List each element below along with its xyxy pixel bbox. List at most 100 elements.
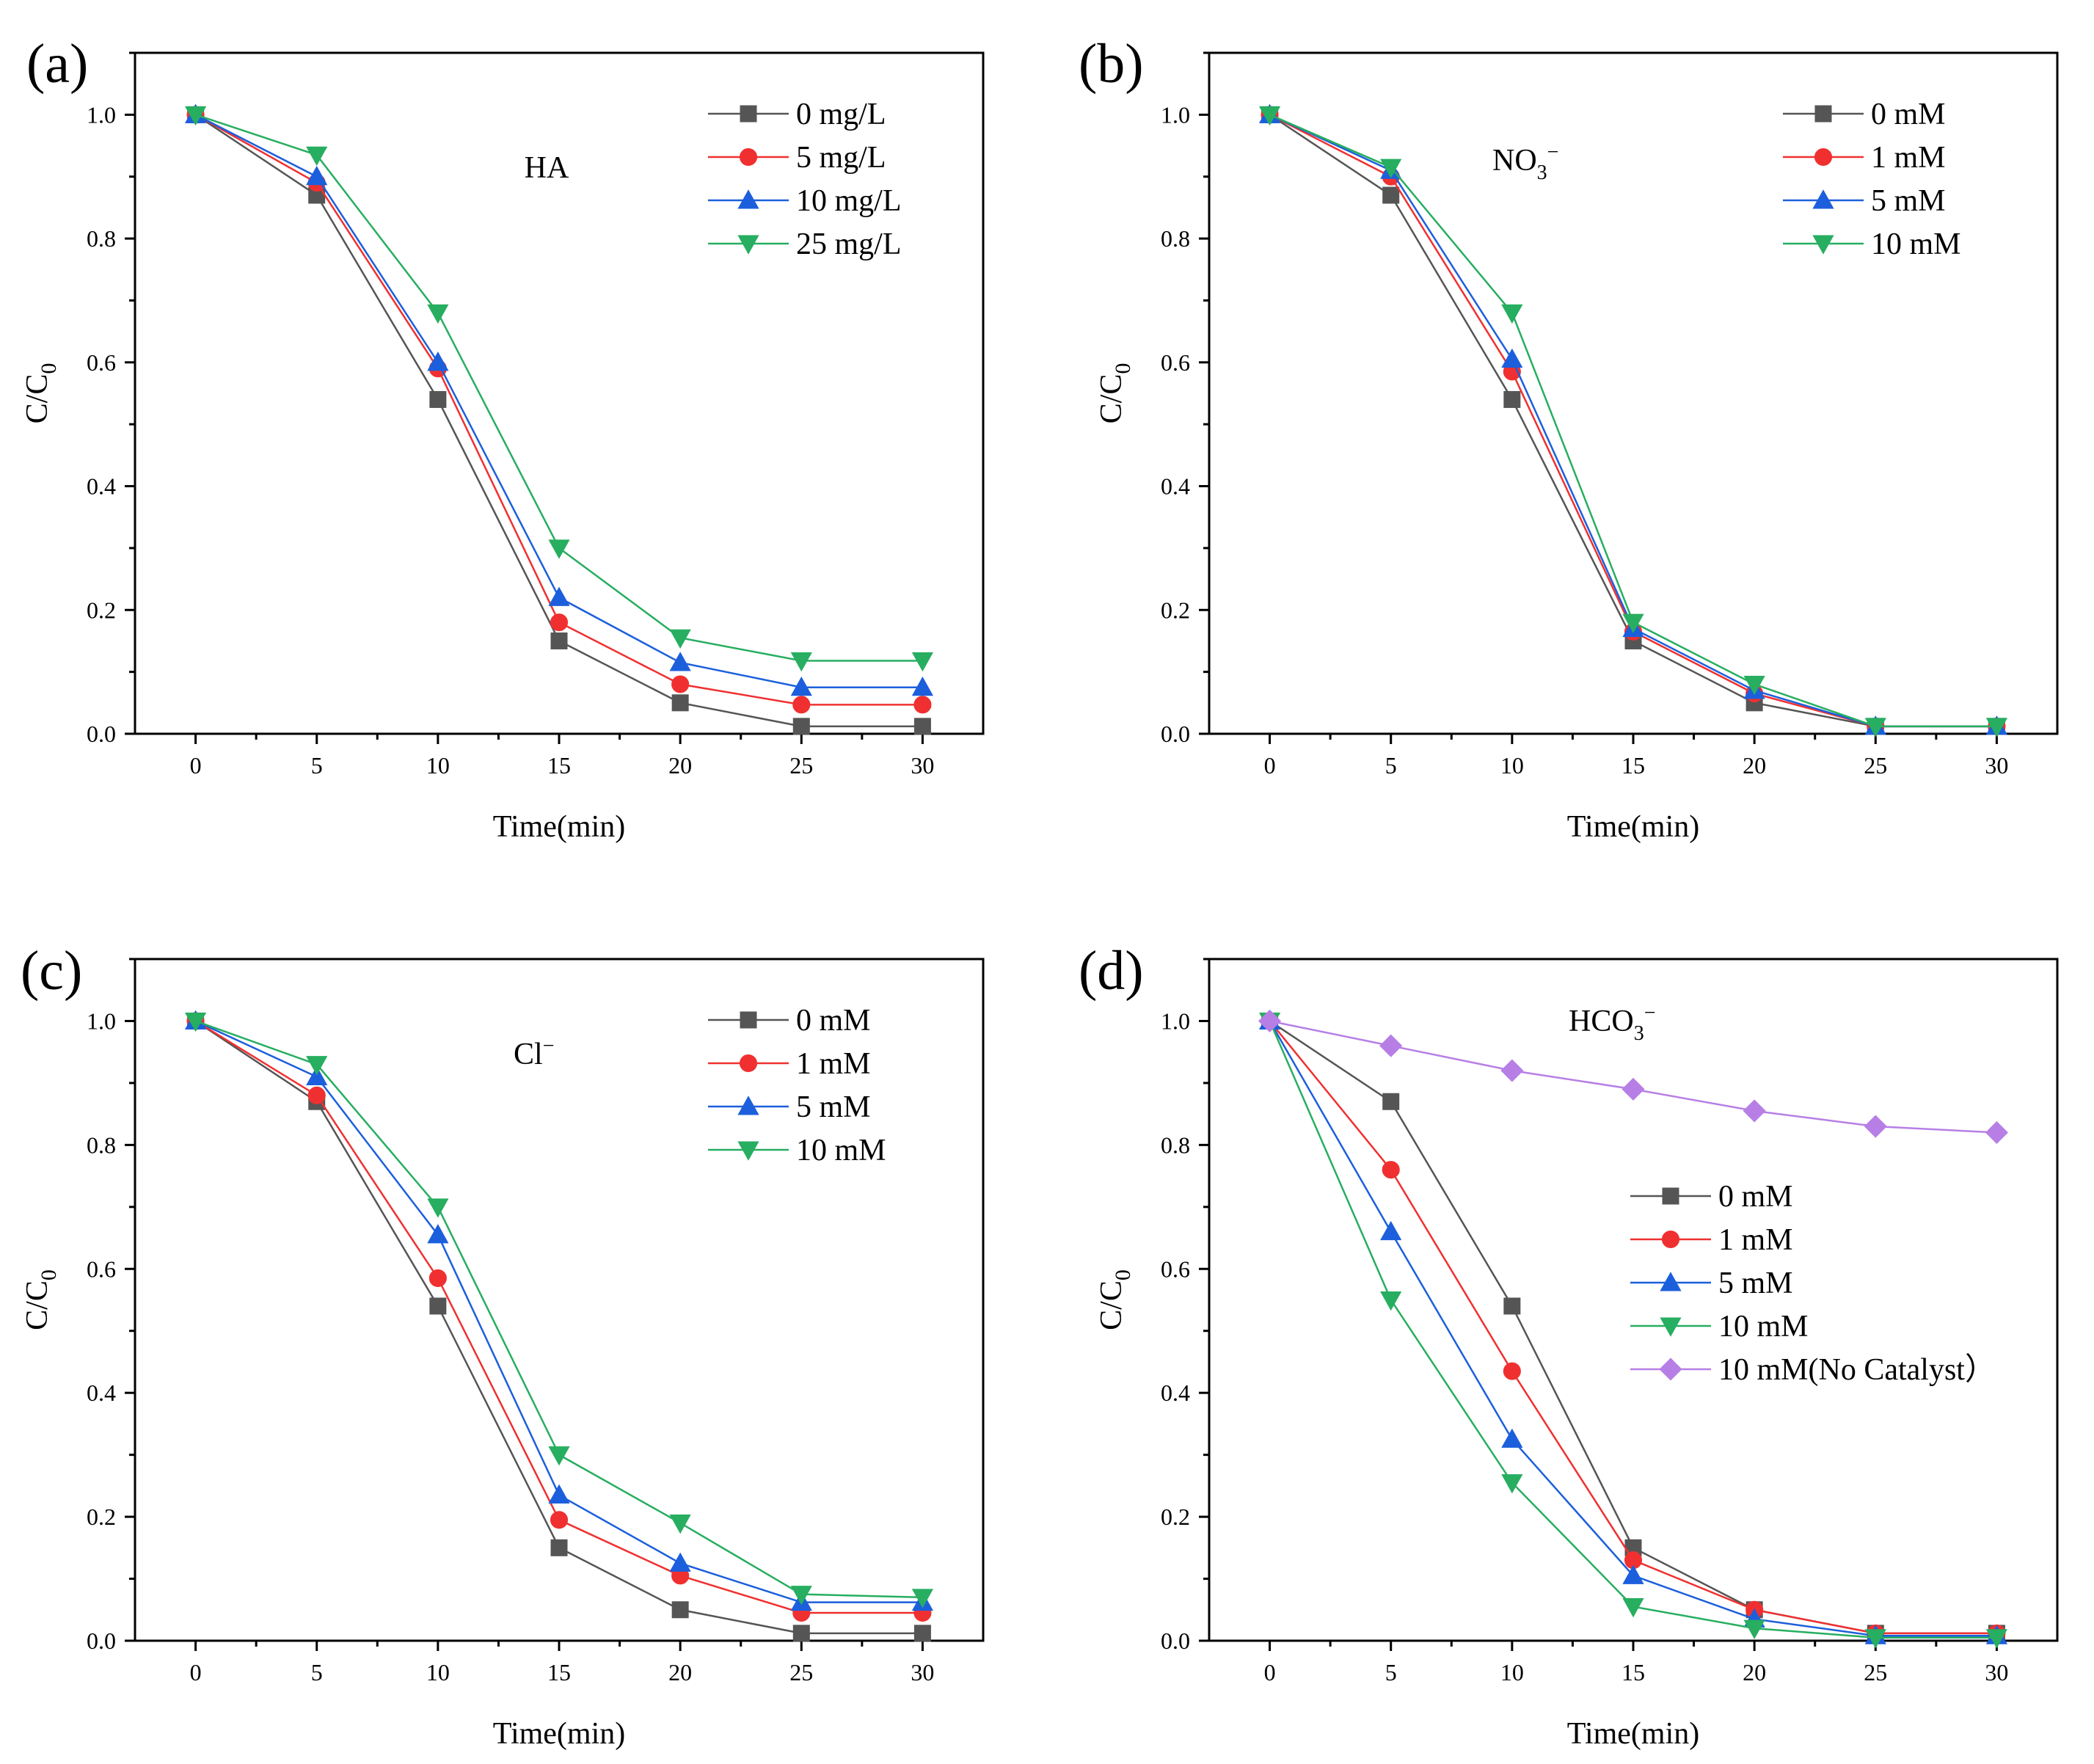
data-point xyxy=(671,1601,689,1619)
legend-label: 0 mM xyxy=(1871,98,1946,131)
data-point xyxy=(1382,1093,1400,1110)
series-0 xyxy=(1261,1012,2005,1642)
data-point xyxy=(1985,1629,2008,1649)
data-point xyxy=(1985,1120,2008,1145)
data-point xyxy=(913,696,932,714)
legend-marker xyxy=(1814,105,1832,123)
x-tick-label: 20 xyxy=(668,1659,692,1685)
data-point xyxy=(1622,1598,1644,1618)
data-point xyxy=(1501,1474,1523,1494)
y-tick-label: 0.2 xyxy=(1161,1504,1190,1530)
y-tick-label: 1.0 xyxy=(87,101,116,128)
legend-marker xyxy=(737,1096,759,1115)
data-point xyxy=(306,146,328,166)
legend-marker xyxy=(1660,1272,1682,1291)
annotation-main: HCO xyxy=(1569,1005,1634,1038)
annotation-subscript: 3 xyxy=(1537,161,1547,184)
legend-entry: 0 mM xyxy=(1783,98,1946,131)
data-point xyxy=(1500,1059,1524,1082)
series-3 xyxy=(1258,1012,2008,1649)
x-tick-label: 0 xyxy=(1264,1659,1276,1685)
panel-label: (d) xyxy=(1079,940,1144,1002)
chart-panel-c: 0 5 10 15 20 25 30 0.0 0.2 0.4 0.6 0.8 1.0 Time(min) C… xyxy=(21,940,985,1751)
annotation-superscript: − xyxy=(1644,1002,1656,1024)
chart-panel-b: 0 5 10 15 20 25 300.00.20.40.60.81.0Time(min)C… xyxy=(1079,33,2059,844)
annotation-main: NO xyxy=(1492,144,1537,178)
y-tick-label: 0.0 xyxy=(87,1628,116,1654)
x-tick-label: 5 xyxy=(311,1659,323,1685)
legend-label: 10 mM(No Catalyst） xyxy=(1718,1353,1996,1387)
series-2 xyxy=(184,103,934,696)
legend-label: 0 mM xyxy=(1718,1180,1793,1214)
x-tick-label: 15 xyxy=(547,752,571,779)
annotation-main: Cl xyxy=(514,1038,543,1071)
x-tick-label: 5 xyxy=(1385,1659,1397,1685)
y-tick-label: 0.4 xyxy=(1161,473,1190,500)
chart-panel-d: 0 5 10 15 20 25 300.00.20.40.60.81.0Time(min)C… xyxy=(1079,940,2059,1751)
y-axis-title: C/C0 xyxy=(21,363,61,424)
legend-label: 5 mM xyxy=(796,1090,871,1124)
data-point xyxy=(1382,1161,1400,1179)
x-tick-label: 0 xyxy=(1264,752,1276,779)
x-tick-label: 15 xyxy=(1621,1659,1645,1685)
y-tick-label: 0.4 xyxy=(1161,1380,1190,1406)
annotation-subscript: 3 xyxy=(1634,1022,1644,1045)
x-axis-title: Time(min) xyxy=(493,1717,625,1751)
data-point xyxy=(1503,390,1521,408)
y-tick-label: 1.0 xyxy=(1161,1007,1190,1034)
legend-marker xyxy=(1660,1317,1682,1337)
series-3 xyxy=(184,1012,934,1608)
data-point xyxy=(911,1589,934,1608)
legend-label: 5 mM xyxy=(1871,184,1946,218)
data-point xyxy=(429,390,447,408)
x-tick-label: 30 xyxy=(911,752,934,779)
data-point xyxy=(427,351,449,371)
y-tick-label: 0.0 xyxy=(87,721,116,747)
legend-entry: 1 mM xyxy=(1783,141,1946,175)
y-tick-label: 0.8 xyxy=(87,1131,116,1158)
legend-entry: 10 mM xyxy=(708,1134,886,1167)
y-tick-label: 0.6 xyxy=(1161,349,1190,376)
data-point xyxy=(548,539,570,559)
y-tick-label: 0.8 xyxy=(87,225,116,252)
legend-marker xyxy=(737,1141,759,1161)
panel-label: (a) xyxy=(26,33,88,95)
legend-marker xyxy=(1661,1230,1680,1249)
y-axis-title-main: C/C xyxy=(1095,1280,1128,1330)
y-axis-title-main: C/C xyxy=(21,374,54,424)
data-point xyxy=(306,165,328,186)
data-point xyxy=(671,694,689,712)
y-tick-label: 1.0 xyxy=(87,1007,116,1034)
x-tick-label: 10 xyxy=(426,1659,450,1685)
data-point xyxy=(913,1625,931,1642)
x-tick-label: 25 xyxy=(789,752,813,779)
y-tick-label: 0.0 xyxy=(1161,721,1190,747)
data-point xyxy=(307,1086,326,1104)
legend-label: 1 mM xyxy=(1871,141,1946,175)
data-point xyxy=(306,1056,328,1076)
data-point xyxy=(671,675,690,693)
data-point xyxy=(429,1297,447,1315)
annotation-main: HA xyxy=(525,151,569,185)
legend: 0 mg/L 5 mg/L 10 mg/L 25 mg/L xyxy=(708,98,902,261)
data-point xyxy=(1380,158,1402,178)
x-tick-label: 25 xyxy=(1864,752,1887,779)
legend-entry: 5 mM xyxy=(708,1090,871,1124)
legend-entry: 0 mM xyxy=(708,1004,871,1038)
annotation-superscript: − xyxy=(1547,141,1559,164)
y-axis-title: C/C0 xyxy=(21,1269,61,1330)
data-point xyxy=(550,632,568,649)
data-point xyxy=(1864,1115,1887,1138)
y-axis-title-subscript: 0 xyxy=(1111,363,1135,374)
data-point xyxy=(550,613,569,632)
x-tick-label: 15 xyxy=(1621,752,1645,779)
y-axis-title-subscript: 0 xyxy=(37,1269,61,1280)
x-tick-label: 25 xyxy=(789,1659,813,1685)
data-point xyxy=(1864,1629,1886,1649)
legend-entry: 5 mM xyxy=(1630,1266,1793,1300)
legend-entry: 10 mM xyxy=(1783,227,1961,261)
panel-annotation: Cl− xyxy=(514,1035,554,1071)
data-point xyxy=(792,1625,810,1642)
data-point xyxy=(1379,1034,1403,1057)
